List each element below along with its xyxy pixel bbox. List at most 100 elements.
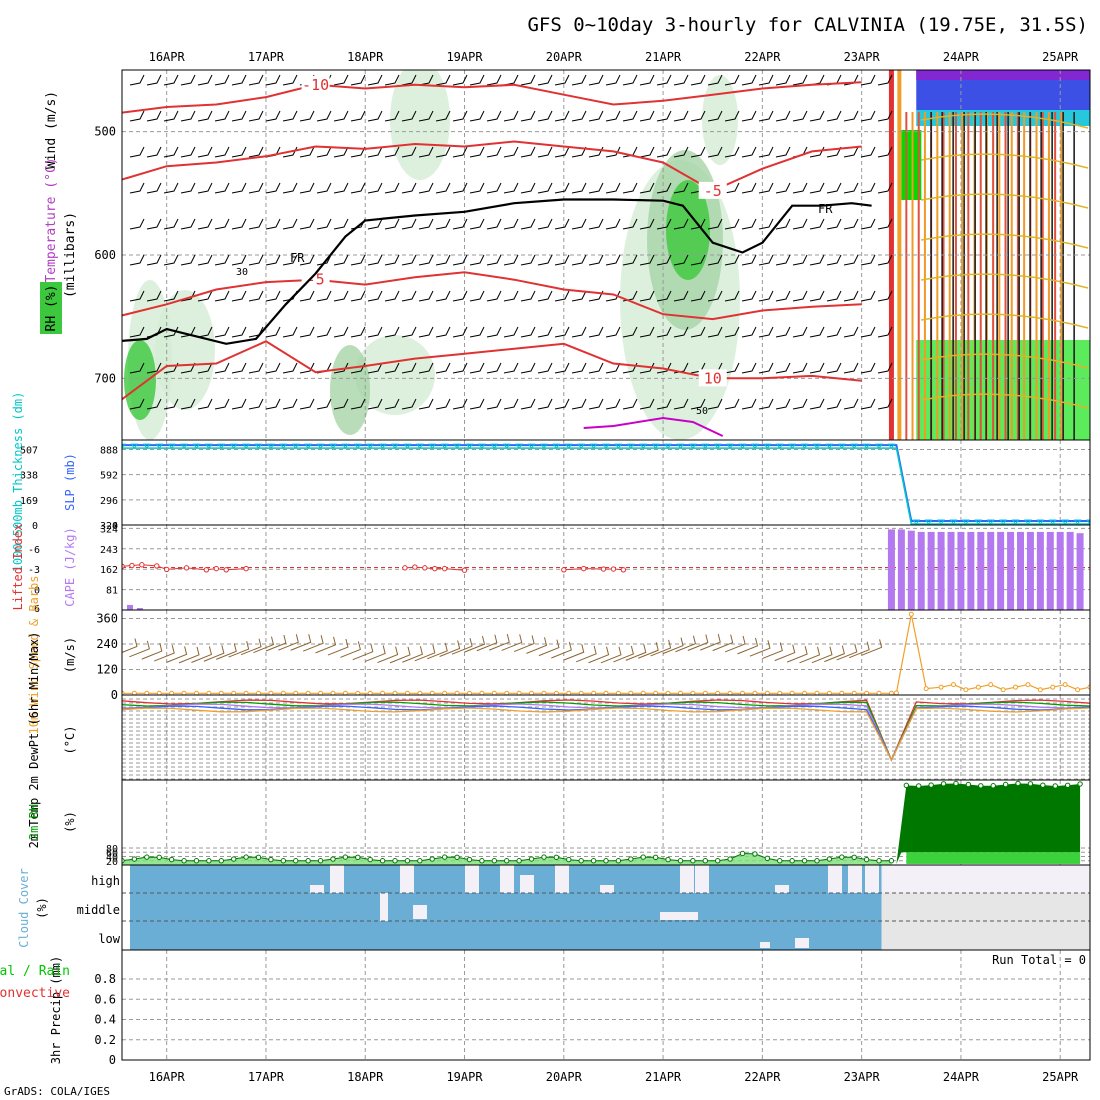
wind-barb bbox=[469, 398, 485, 410]
wind-barb bbox=[486, 146, 502, 158]
wind-barb bbox=[129, 74, 145, 86]
wind-barb bbox=[571, 398, 587, 410]
wind-barb bbox=[299, 398, 315, 410]
wind-barb bbox=[464, 636, 486, 653]
rh-point bbox=[429, 856, 435, 862]
wind-speed-point bbox=[876, 690, 882, 695]
wind-barb bbox=[811, 646, 833, 664]
temperature-contour bbox=[122, 340, 862, 401]
rh-point bbox=[615, 858, 622, 864]
wind-barb bbox=[197, 182, 213, 194]
wind-barb bbox=[656, 326, 672, 338]
wind-barb bbox=[639, 254, 655, 266]
wind-speed-point bbox=[1050, 684, 1056, 690]
panel-ylabel: 2m Temp 2m DewPt (6hr Min/Max) bbox=[27, 632, 41, 849]
wind-barb bbox=[809, 326, 825, 338]
rh-point bbox=[168, 856, 175, 863]
wind-barb bbox=[265, 398, 281, 410]
lifted-index-point bbox=[580, 565, 587, 572]
wind-speed-point bbox=[193, 690, 199, 695]
wind-barb bbox=[439, 640, 461, 657]
wind-barb bbox=[860, 218, 876, 230]
cape-tick-label: 243 bbox=[100, 545, 118, 556]
thickness-point bbox=[477, 443, 486, 449]
wind-speed-point bbox=[404, 690, 410, 695]
wind-barb bbox=[724, 218, 740, 230]
rh-point bbox=[839, 854, 845, 860]
wind-speed-point bbox=[479, 690, 485, 695]
top-day-label: 20APR bbox=[546, 50, 583, 64]
wind-barb bbox=[282, 218, 298, 230]
wind-barb bbox=[741, 218, 757, 230]
wind-barb bbox=[571, 290, 587, 302]
wind-barb bbox=[600, 646, 622, 664]
wind-barb bbox=[605, 362, 621, 374]
wind-barb bbox=[384, 254, 400, 266]
wind-barb bbox=[860, 362, 876, 374]
wind-barb bbox=[418, 290, 434, 302]
wind-barb bbox=[367, 326, 383, 338]
thickness-point bbox=[279, 443, 288, 449]
temperature-contour-dense bbox=[921, 233, 1089, 249]
panel-ylabel: 10m Wind Speed & Barbs bbox=[27, 576, 41, 735]
wind-barb bbox=[350, 290, 366, 302]
wind-barb bbox=[563, 644, 585, 661]
thickness-point bbox=[316, 443, 325, 449]
wind-speed-point bbox=[392, 690, 398, 695]
wind-barb bbox=[367, 110, 383, 122]
wind-barb bbox=[452, 290, 468, 302]
wind-barb bbox=[469, 254, 485, 266]
rh-point bbox=[1027, 781, 1034, 787]
wind-barb bbox=[690, 398, 706, 410]
wind-barb bbox=[435, 362, 451, 374]
wind-speed-point bbox=[640, 690, 646, 695]
wind-barb bbox=[588, 218, 604, 230]
wind-barb bbox=[741, 110, 757, 122]
wind-barb bbox=[605, 398, 621, 410]
rh2m-panel-plot bbox=[122, 780, 1090, 865]
wind-barb bbox=[639, 398, 655, 410]
wind-barb bbox=[231, 362, 247, 374]
bottom-day-label: 24APR bbox=[943, 1070, 980, 1084]
wind-barb bbox=[197, 110, 213, 122]
wind-barb bbox=[282, 362, 298, 374]
panel-ylabel: Cloud Cover bbox=[17, 868, 31, 947]
panel-unit-label: (%) bbox=[63, 811, 77, 833]
wind-speed-point bbox=[764, 690, 770, 695]
rh-point bbox=[1077, 781, 1083, 787]
wind-speed-point bbox=[789, 690, 795, 695]
thickness-point bbox=[122, 443, 126, 449]
wind-barb bbox=[622, 74, 638, 86]
bottom-day-label: 22APR bbox=[744, 1070, 781, 1084]
wind-speed-point bbox=[206, 690, 212, 695]
wind-barb bbox=[146, 290, 162, 302]
thickness-point bbox=[726, 443, 735, 449]
wind-barb bbox=[146, 362, 162, 374]
wind-barb bbox=[554, 254, 570, 266]
wind-barb bbox=[231, 110, 247, 122]
wind-barb bbox=[248, 74, 264, 86]
cloud-clear bbox=[695, 865, 709, 893]
thickness-point bbox=[887, 443, 896, 449]
thickness-point bbox=[837, 443, 846, 449]
wind-barb bbox=[282, 326, 298, 338]
wind-barb bbox=[265, 634, 287, 652]
wind-barb bbox=[469, 218, 485, 230]
thickness-point bbox=[415, 443, 424, 449]
wind-barb bbox=[758, 254, 774, 266]
wind-barb bbox=[520, 218, 536, 230]
wind-barb bbox=[520, 326, 536, 338]
wind-speed-point bbox=[305, 690, 311, 695]
thickness-tick-label: 507 bbox=[20, 446, 38, 457]
wind-barb bbox=[191, 646, 213, 663]
wind-barb bbox=[166, 646, 188, 663]
wind-barb bbox=[180, 74, 196, 86]
wind-barb bbox=[622, 218, 638, 230]
wind-barb bbox=[571, 74, 587, 86]
wind-barb bbox=[775, 146, 791, 158]
lifted-index-point bbox=[163, 566, 170, 573]
thickness-point bbox=[229, 443, 238, 449]
rh-point bbox=[206, 858, 212, 864]
wind-speed-point bbox=[1000, 687, 1006, 693]
thickness-point bbox=[602, 443, 610, 449]
